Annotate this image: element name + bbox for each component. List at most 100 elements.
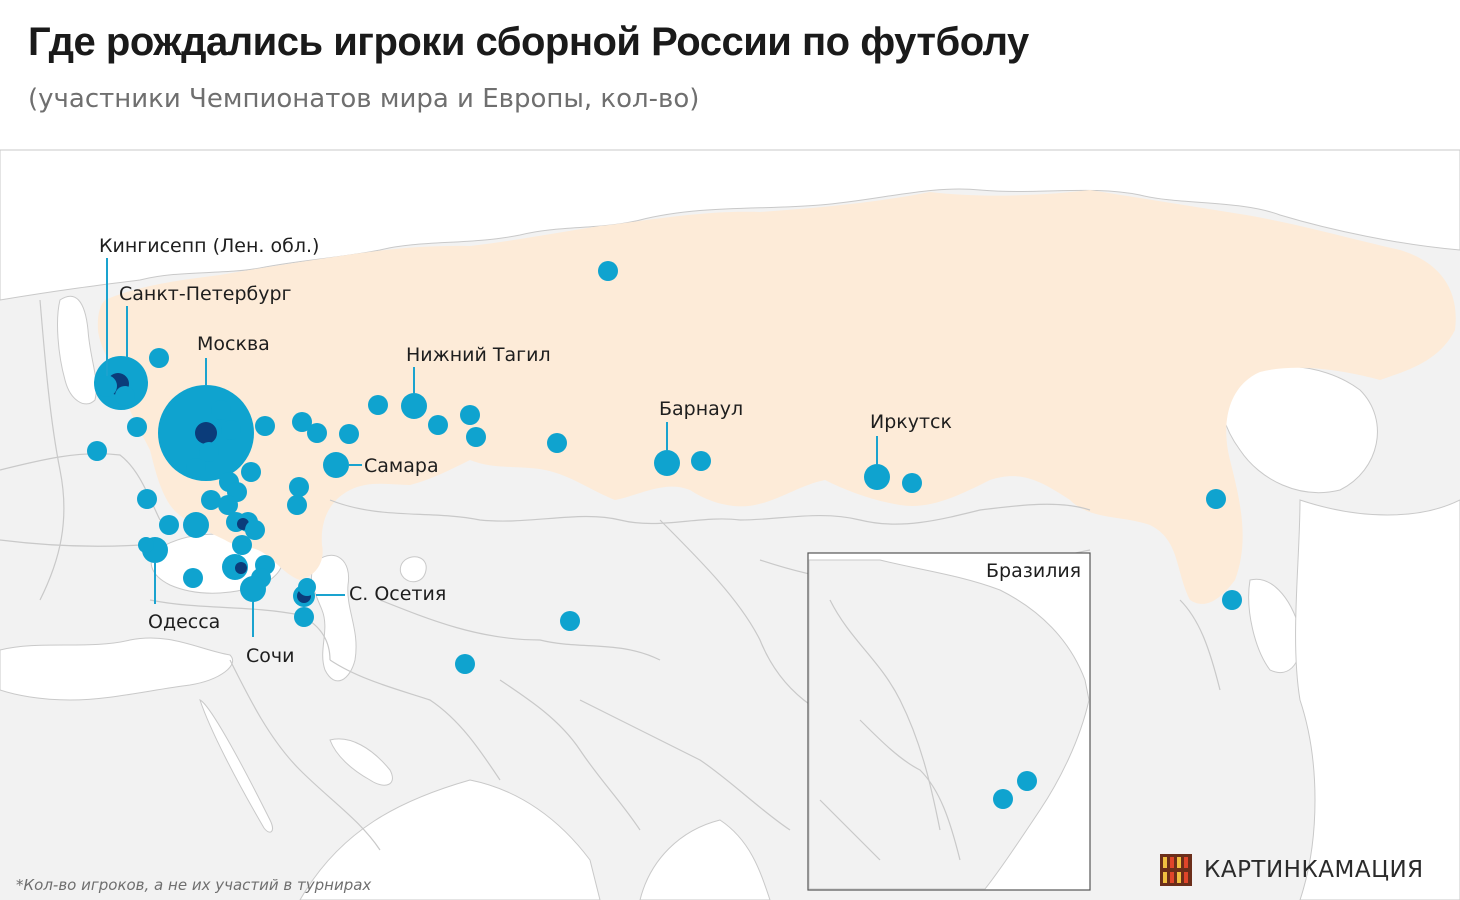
border-europe-2 xyxy=(39,299,65,601)
bubble-crimea xyxy=(183,568,203,588)
bubble-urals-3 xyxy=(460,405,480,425)
bubble-sochi xyxy=(240,576,266,602)
brand-name: КАРТИНКАМАЦИЯ xyxy=(1204,857,1424,883)
bubble-spb-south xyxy=(115,386,135,406)
bubble-far-east-2 xyxy=(1222,590,1242,610)
bubble-turkmenistan xyxy=(455,654,475,674)
mediterranean-sea xyxy=(0,637,233,701)
bubble-siberia-3 xyxy=(902,473,922,493)
label-odessa: Одесса xyxy=(148,611,220,633)
bubble-caucasus-1 xyxy=(298,578,316,596)
bubble-brazil-1 xyxy=(1017,771,1037,791)
border-korea xyxy=(1179,599,1221,691)
bubble-caucasus-2 xyxy=(294,607,314,627)
inset-border-3 xyxy=(819,799,881,861)
bubble-south-3 xyxy=(201,490,221,510)
brand-block: КАРТИНКАМАЦИЯ xyxy=(1160,852,1424,888)
bubble-siberia-1 xyxy=(547,433,567,453)
inset-border-2 xyxy=(859,719,961,861)
border-mongolia xyxy=(739,503,1091,525)
border-kazakhstan xyxy=(329,499,741,525)
brazil-inset: Бразилия xyxy=(807,552,1091,891)
bubble-west-2 xyxy=(87,441,107,461)
bubble-urals-1 xyxy=(368,395,388,415)
pacific-ocean xyxy=(1295,499,1460,900)
bubble-south-4 xyxy=(218,495,238,515)
arabian-sea xyxy=(299,779,601,900)
label-barnaul: Барнаул xyxy=(659,398,743,420)
inset-border-1 xyxy=(829,599,941,831)
border-iran xyxy=(329,659,501,781)
sea-of-japan xyxy=(1248,578,1302,673)
bubble-urals-4 xyxy=(466,427,486,447)
inset-title: Бразилия xyxy=(986,560,1081,582)
bubble-urals-2 xyxy=(428,415,448,435)
bubble-volga-4 xyxy=(289,477,309,497)
bubble-barnaul xyxy=(654,450,680,476)
label-spb: Санкт-Петербург xyxy=(119,283,292,305)
label-nizhny-tagil: Нижний Тагил xyxy=(406,344,551,366)
okhotsk-sea xyxy=(1218,365,1378,494)
bubble-center-2 xyxy=(241,462,261,482)
label-irkutsk: Иркутск xyxy=(870,411,952,433)
seas xyxy=(0,149,1460,900)
film-strip-logo-icon xyxy=(1160,854,1192,886)
bubble-volga-5 xyxy=(287,495,307,515)
label-n-ossetia: С. Осетия xyxy=(349,583,446,605)
bubble-odessa-west xyxy=(138,537,154,553)
caspian-sea xyxy=(310,554,357,682)
bubble-volga-3 xyxy=(339,424,359,444)
bubble-south-7 xyxy=(183,512,209,538)
bubble-moscow-ring-3 xyxy=(199,442,219,462)
inset-south-america xyxy=(808,559,1090,890)
bubble-south-5 xyxy=(137,489,157,509)
border-turkey xyxy=(149,599,331,661)
bubble-kuban-1-overlap xyxy=(235,562,247,574)
country-borders xyxy=(0,299,1221,851)
leader-lines xyxy=(106,258,878,637)
bubble-volga-1 xyxy=(292,412,312,432)
bubble-kyrgyzstan xyxy=(560,611,580,631)
bubble-siberia-2 xyxy=(691,451,711,471)
bubble-irkutsk xyxy=(864,464,890,490)
bubble-moscow-ring-1 xyxy=(211,400,231,420)
bubble-volga-2 xyxy=(307,423,327,443)
birthplace-bubbles xyxy=(87,261,1242,674)
bubble-west-1 xyxy=(127,417,147,437)
bubble-moscow-ring-2 xyxy=(221,420,241,440)
bubble-far-east-1 xyxy=(1206,489,1226,509)
border-arabia xyxy=(229,659,381,851)
map-title: Где рождались игроки сборной России по ф… xyxy=(28,20,1029,64)
map-subtitle: (участники Чемпионатов мира и Европы, ко… xyxy=(28,84,700,114)
border-europe-3 xyxy=(0,539,141,547)
bubble-south-10 xyxy=(245,520,265,540)
bubble-brazil-2 xyxy=(993,789,1013,809)
label-sochi: Сочи xyxy=(246,645,294,667)
bubble-samara xyxy=(323,452,349,478)
bubble-kingisepp xyxy=(95,375,117,397)
city-labels: Кингисепп (Лен. обл.) Санкт-Петербург Мо… xyxy=(99,235,952,667)
persian-gulf xyxy=(329,738,393,786)
bubble-nw-1 xyxy=(149,348,169,368)
red-sea xyxy=(199,699,273,833)
bubble-nizhny-tagil xyxy=(401,393,427,419)
label-samara: Самара xyxy=(364,455,439,477)
baltic-sea xyxy=(57,295,97,405)
bubble-center-1 xyxy=(255,416,275,436)
border-india xyxy=(579,699,791,831)
bubble-moscow-ring-4 xyxy=(186,458,206,478)
bay-of-bengal xyxy=(639,819,771,900)
border-central-asia xyxy=(379,599,661,661)
label-kingisepp: Кингисепп (Лен. обл.) xyxy=(99,235,319,257)
bubble-north-1 xyxy=(598,261,618,281)
label-moscow: Москва xyxy=(197,333,270,355)
footnote: *Кол-во игроков, а не их участий в турни… xyxy=(16,876,372,894)
aral-sea xyxy=(399,556,427,583)
bubble-moscow-overlap xyxy=(195,422,217,444)
russia-territory xyxy=(97,190,1456,604)
border-pakistan xyxy=(499,679,641,831)
bubble-south-11 xyxy=(232,535,252,555)
bubble-south-6 xyxy=(159,515,179,535)
arctic-ocean xyxy=(0,149,1460,301)
